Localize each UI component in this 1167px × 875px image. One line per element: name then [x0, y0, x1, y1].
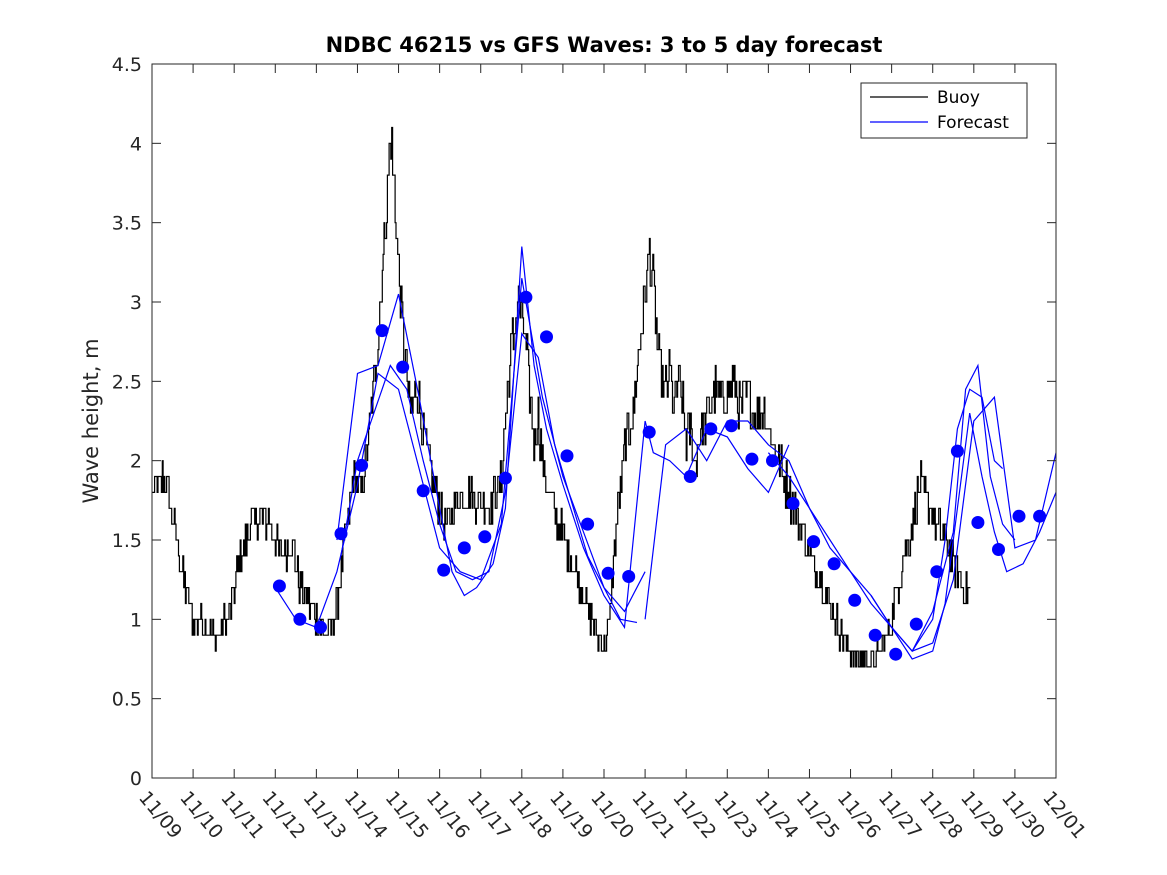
- chart-title: NDBC 46215 vs GFS Waves: 3 to 5 day fore…: [326, 33, 883, 57]
- forecast-point: [704, 422, 718, 436]
- data-layer: [152, 126, 1056, 668]
- forecast-point: [416, 484, 430, 498]
- forecast-point: [786, 497, 800, 510]
- forecast-point: [601, 566, 615, 580]
- forecast-point: [868, 628, 882, 642]
- forecast-point: [272, 579, 286, 593]
- forecast-point: [889, 647, 903, 661]
- y-tick-label: 1.5: [112, 530, 142, 552]
- forecast-point: [642, 425, 656, 439]
- forecast-point: [396, 360, 410, 374]
- y-tick-label: 0.5: [112, 689, 142, 711]
- legend: Buoy Forecast: [860, 82, 1028, 139]
- y-tick-label: 1: [130, 609, 142, 631]
- forecast-point: [293, 612, 307, 626]
- forecast-markers: [272, 290, 1047, 661]
- forecast-point: [745, 452, 759, 466]
- forecast-point: [766, 454, 779, 468]
- forecast-point: [992, 543, 1005, 556]
- forecast-point: [807, 535, 821, 549]
- forecast-point: [683, 470, 697, 483]
- buoy-series: [152, 126, 971, 668]
- y-tick-label: 4.5: [112, 54, 142, 76]
- y-tick-label: 2.5: [112, 371, 142, 393]
- forecast-point: [581, 517, 595, 531]
- forecast-point: [498, 471, 512, 485]
- forecast-point: [1012, 509, 1026, 523]
- y-tick-label: 3: [130, 292, 142, 314]
- forecast-point: [560, 449, 574, 463]
- forecast-point: [375, 324, 389, 338]
- y-tick-label: 2: [130, 451, 142, 473]
- forecast-point: [457, 541, 471, 555]
- forecast-point: [930, 565, 944, 579]
- forecast-line-2: [336, 246, 790, 630]
- forecast-point: [724, 419, 738, 433]
- y-axis-label: Wave height, m: [79, 338, 103, 503]
- forecast-point: [971, 516, 985, 529]
- forecast-point: [519, 290, 533, 304]
- plot-area: [152, 64, 1056, 778]
- legend-buoy-label: Buoy: [937, 88, 980, 108]
- forecast-point: [827, 557, 841, 571]
- forecast-point: [334, 527, 348, 541]
- forecast-point: [314, 620, 327, 634]
- y-axis-ticks: 0 0.5 1 1.5 2 2.5 3 3.5 4 4.5: [112, 54, 1056, 790]
- y-tick-label: 3.5: [112, 213, 142, 235]
- legend-box: [860, 82, 1028, 139]
- forecast-line-7: [911, 363, 1016, 652]
- forecast-point: [909, 617, 923, 631]
- forecast-point: [540, 330, 553, 344]
- forecast-point: [848, 593, 862, 607]
- forecast-point: [355, 458, 369, 472]
- forecast-line-1: [274, 278, 646, 629]
- forecast-point: [622, 570, 636, 583]
- forecast-point: [950, 444, 964, 458]
- forecast-line-6: [870, 412, 1056, 660]
- legend-forecast-label: Forecast: [937, 113, 1009, 133]
- y-tick-label: 4: [130, 133, 142, 155]
- forecast-point: [437, 563, 451, 577]
- y-tick-label: 0: [130, 768, 142, 790]
- forecast-line-3: [340, 332, 638, 624]
- forecast-point: [478, 530, 492, 544]
- forecast-series: [274, 246, 1056, 660]
- forecast-point: [1033, 509, 1047, 523]
- buoy-line: [152, 126, 971, 668]
